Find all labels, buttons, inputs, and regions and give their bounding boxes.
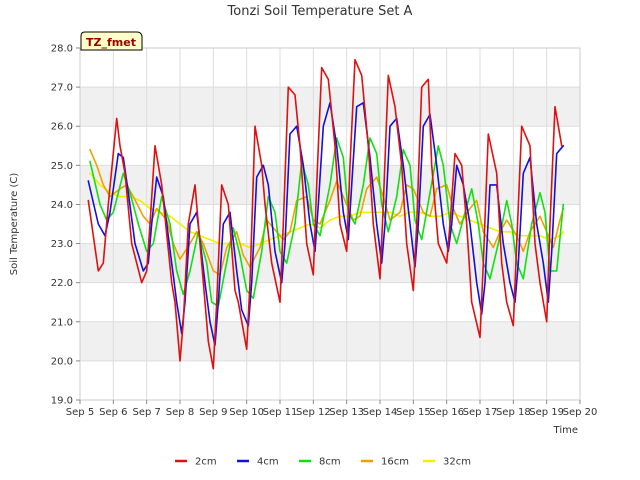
x-tick-label: Sep 18 xyxy=(496,407,531,418)
x-tick-label: Sep 5 xyxy=(66,407,94,418)
series-line-2cm xyxy=(87,58,563,370)
x-tick-label: Sep 8 xyxy=(166,407,194,418)
y-tick-label: 26.0 xyxy=(51,122,73,133)
site-tag: TZ_fmet xyxy=(80,31,143,51)
legend-label-4cm: 4cm xyxy=(257,457,279,468)
y-tick-label: 22.0 xyxy=(51,278,73,289)
plot-band xyxy=(80,321,580,361)
x-tick-label: Sep 6 xyxy=(99,407,127,418)
series-line-32cm xyxy=(89,172,565,249)
x-tick-label: Sep 7 xyxy=(132,407,160,418)
x-tick-label: Sep 20 xyxy=(563,407,598,418)
series-line-8cm xyxy=(89,137,565,307)
legend-label-16cm: 16cm xyxy=(381,457,409,468)
y-axis-title: Soil Temperature (C) xyxy=(9,173,20,276)
x-tick-label: Sep 12 xyxy=(296,407,331,418)
legend: 2cm 4cm 8cm 16cm 32cm xyxy=(175,457,471,468)
y-tick-label: 24.0 xyxy=(51,200,73,211)
y-tick-label: 28.0 xyxy=(51,44,73,55)
y-tick-label: 19.0 xyxy=(51,396,73,407)
y-tick-label: 21.0 xyxy=(51,317,73,328)
x-axis-title: Time xyxy=(553,425,578,436)
chart-title: Tonzi Soil Temperature Set A xyxy=(227,4,413,19)
legend-label-32cm: 32cm xyxy=(443,457,471,468)
x-tick-label: Sep 16 xyxy=(429,407,464,418)
y-tick-label: 20.0 xyxy=(51,356,73,367)
y-axis-ticks: 19.0 20.0 21.0 22.0 23.0 24.0 25.0 26.0 27.0 28.0 xyxy=(51,44,80,407)
x-tick-label: Sep 10 xyxy=(229,407,264,418)
site-tag-label: TZ_fmet xyxy=(86,36,136,49)
legend-label-2cm: 2cm xyxy=(195,457,217,468)
x-tick-label: Sep 9 xyxy=(199,407,227,418)
x-tick-label: Sep 19 xyxy=(529,407,564,418)
series-lines xyxy=(87,58,565,370)
x-tick-label: Sep 17 xyxy=(463,407,498,418)
x-tick-label: Sep 11 xyxy=(263,407,298,418)
legend-label-8cm: 8cm xyxy=(319,457,341,468)
x-tick-label: Sep 13 xyxy=(329,407,364,418)
site-tag-box xyxy=(80,31,143,51)
x-tick-label: Sep 14 xyxy=(363,407,398,418)
plot-frame xyxy=(79,47,581,401)
series-line-16cm xyxy=(89,148,565,276)
y-tick-label: 25.0 xyxy=(51,161,73,172)
y-tick-label: 27.0 xyxy=(51,83,73,94)
y-tick-label: 23.0 xyxy=(51,239,73,250)
x-tick-label: Sep 15 xyxy=(396,407,431,418)
